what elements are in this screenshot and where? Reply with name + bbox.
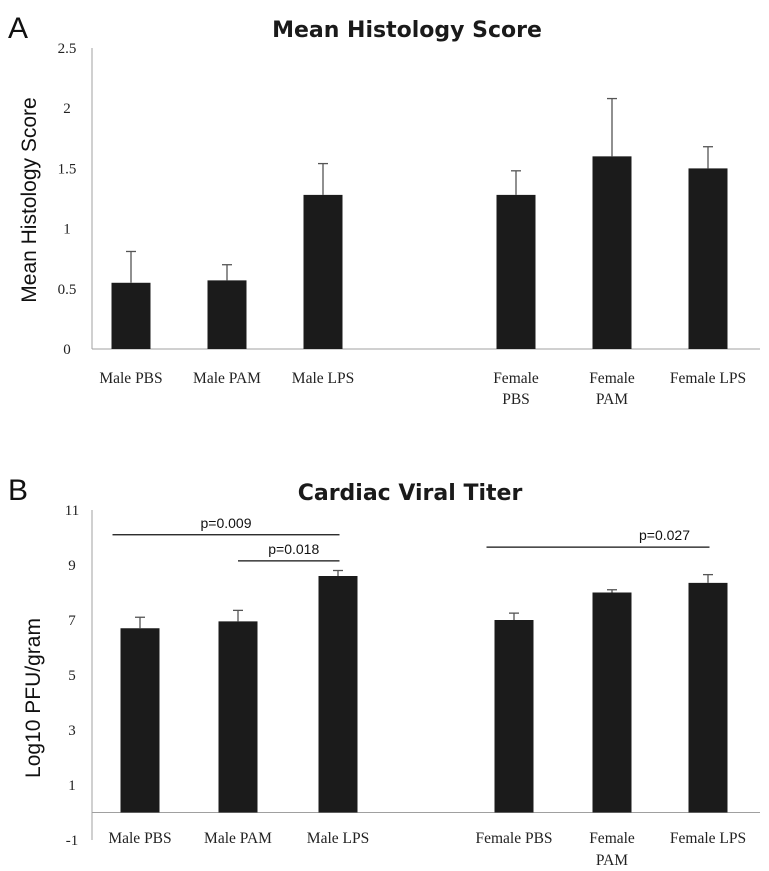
bar [496,194,536,349]
x-tick-label: Female [589,830,635,847]
bar [111,282,151,349]
x-tick-label: Female LPS [670,830,746,847]
y-tick-label: 0 [63,342,71,358]
chart-title: Cardiac Viral Titer [298,481,523,506]
y-tick-label: 1.5 [58,161,77,177]
x-tick-label: PAM [596,852,628,869]
bar [688,168,728,349]
bar [120,628,160,813]
y-tick-label: 2.5 [58,41,77,57]
x-tick-label: Male PBS [99,370,162,387]
y-tick-label: 1 [68,778,76,794]
x-tick-label: Female [589,370,635,387]
y-tick-label: 9 [68,558,76,574]
y-tick-label: 3 [68,723,76,739]
significance-label: p=0.018 [268,541,319,557]
x-tick-label: Male PAM [204,830,272,847]
x-tick-label: Male LPS [292,370,354,387]
y-tick-label: 0.5 [58,282,77,298]
bar [303,194,343,349]
bar [592,156,632,349]
y-tick-label: -1 [66,833,79,849]
significance-label: p=0.009 [201,515,252,531]
x-tick-label: Female PBS [475,830,552,847]
x-tick-label: Female [493,370,539,387]
panel-letter-a: A [8,12,28,45]
y-tick-label: 11 [65,503,79,519]
significance-label: p=0.027 [639,527,690,543]
chart-marks: 0 0.5 1 1.5 2 2.5 Male PBS Male PAM Male LPS Fema… [58,41,760,408]
x-tick-label: Male PAM [193,370,261,387]
x-tick-label: Male PBS [108,830,171,847]
x-tick-label: PAM [596,391,628,408]
chart-title: Mean Histology Score [272,18,542,43]
y-axis-label: Mean Histology Score [18,97,41,302]
bar [218,621,258,813]
y-tick-label: 2 [63,101,71,117]
x-tick-label: PBS [502,391,530,408]
bar [207,280,247,349]
chart-panel-a: A Mean Histology Score Mean Histology Sc… [8,12,760,408]
bar [688,582,728,813]
bar [592,592,632,813]
x-tick-label: Male LPS [307,830,369,847]
y-tick-label: 5 [68,668,76,684]
x-tick-label: Female LPS [670,370,746,387]
chart-panel-b: B Cardiac Viral Titer Log10 PFU/gram -1 1… [8,474,760,869]
y-tick-label: 1 [63,222,71,238]
panel-letter-b: B [8,474,28,507]
bar [494,620,534,813]
y-axis-label: Log10 PFU/gram [22,618,45,778]
chart-marks: -1 1 3 5 7 9 11 Male PBS Male PAM Male LPS Female … [65,503,760,869]
bar [318,576,358,813]
y-tick-label: 7 [68,613,76,629]
